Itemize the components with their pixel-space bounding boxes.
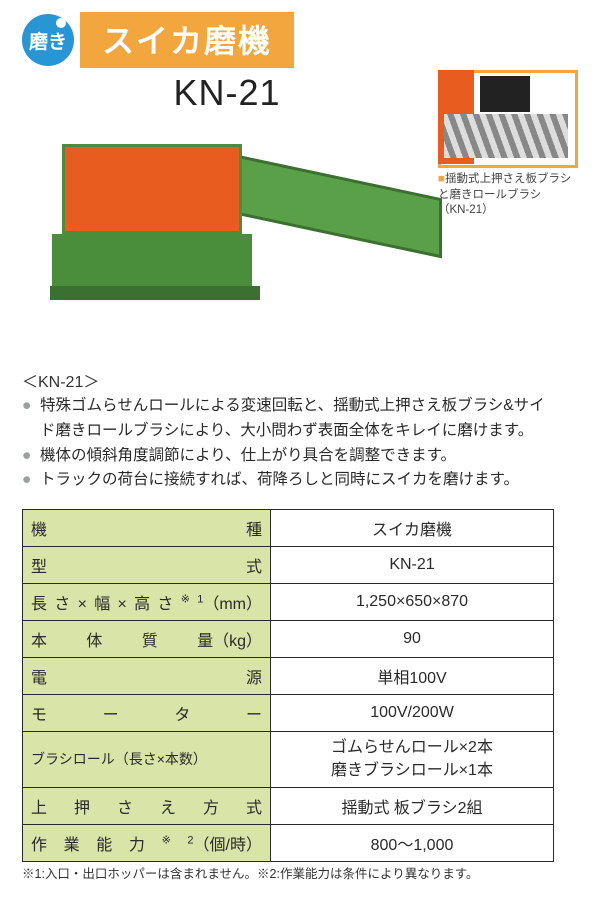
spec-value: 800～1,000 [271, 824, 554, 861]
spec-row: 電源単相100V [23, 658, 554, 695]
spec-label: 本体質量（kg） [23, 621, 271, 658]
feature-bullets: 特殊ゴムらせんロールによる変速回転と、揺動式上押さえ板ブラシ&サイ ド磨きロール… [22, 394, 578, 493]
machine-base [50, 286, 260, 300]
spec-label: 型式 [23, 547, 271, 584]
spec-value: 揺動式 板ブラシ2組 [271, 787, 554, 824]
inset-brush [480, 76, 530, 112]
machine-frame [52, 234, 252, 294]
spec-row: ブラシロール（長さ×本数）ゴムらせんロール×2本磨きブラシロール×1本 [23, 732, 554, 787]
spec-label: ブラシロール（長さ×本数） [23, 732, 271, 787]
spec-value: スイカ磨機 [271, 510, 554, 547]
category-badge: 磨き [22, 14, 74, 66]
spec-label: 長さ×幅×高さ※1（mm） [23, 584, 271, 621]
inset-marker: ■ [438, 173, 445, 185]
spec-value: ゴムらせんロール×2本磨きブラシロール×1本 [271, 732, 554, 787]
bullet-2: 機体の傾斜角度調節により、仕上がり具合を調整できます。 [22, 444, 578, 469]
spec-value: 100V/200W [271, 695, 554, 732]
machine-body [62, 144, 242, 234]
footnotes: ※1:入口・出口ホッパーは含まれません。※2:作業能力は条件により異なります。 [22, 866, 578, 884]
spec-value: 1,250×650×870 [271, 584, 554, 621]
spec-label: 機種 [23, 510, 271, 547]
photo-area: ■揺動式上押さえ板ブラシと磨きロールブラシ （KN-21） [22, 70, 578, 360]
inset-caption: ■揺動式上押さえ板ブラシと磨きロールブラシ （KN-21） [438, 172, 578, 219]
spec-label: 上押さえ方式 [23, 787, 271, 824]
spec-label: 作業能力※2（個/時） [23, 824, 271, 861]
badge-label: 磨き [29, 27, 67, 54]
bullet-3: トラックの荷台に接続すれば、荷降ろしと同時にスイカを磨けます。 [22, 468, 578, 493]
spec-value: KN-21 [271, 547, 554, 584]
inset-wrap: ■揺動式上押さえ板ブラシと磨きロールブラシ （KN-21） [438, 70, 578, 219]
inset-caption-line2: （KN-21） [438, 204, 494, 216]
machine-conveyor [232, 154, 442, 259]
spec-table: 機種スイカ磨機型式KN-21長さ×幅×高さ※1（mm）1,250×650×870… [22, 509, 554, 861]
spec-row: 長さ×幅×高さ※1（mm）1,250×650×870 [23, 584, 554, 621]
inset-roll [444, 114, 568, 158]
spec-row: 型式KN-21 [23, 547, 554, 584]
spec-row: 本体質量（kg）90 [23, 621, 554, 658]
bullet-1: 特殊ゴムらせんロールによる変速回転と、揺動式上押さえ板ブラシ&サイ [22, 394, 578, 419]
spec-value: 単相100V [271, 658, 554, 695]
spec-value: 90 [271, 621, 554, 658]
spec-row: モーター100V/200W [23, 695, 554, 732]
header-row: 磨き スイカ磨機 [22, 12, 578, 68]
spec-row: 機種スイカ磨機 [23, 510, 554, 547]
spec-row: 上押さえ方式揺動式 板ブラシ2組 [23, 787, 554, 824]
inset-caption-line1: 揺動式上押さえ板ブラシと磨きロールブラシ [438, 173, 571, 201]
bullet-1-cont: ド磨きロールブラシにより、大小問わず表面全体をキレイに磨けます。 [22, 419, 578, 444]
spec-label: 電源 [23, 658, 271, 695]
spec-label: モーター [23, 695, 271, 732]
spec-tbody: 機種スイカ磨機型式KN-21長さ×幅×高さ※1（mm）1,250×650×870… [23, 510, 554, 861]
inset-photo [438, 70, 578, 168]
product-title: スイカ磨機 [80, 12, 294, 68]
main-product-photo [22, 116, 452, 356]
spec-row: 作業能力※2（個/時）800～1,000 [23, 824, 554, 861]
section-label: ＜KN-21＞ [22, 368, 578, 392]
